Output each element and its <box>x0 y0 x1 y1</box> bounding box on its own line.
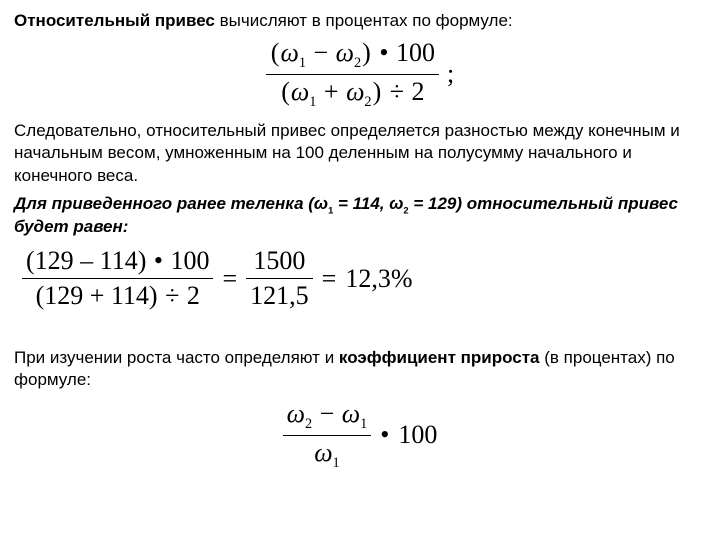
para-explanation: Следовательно, относительный привес опре… <box>14 120 706 186</box>
para-formula-intro: Относительный привес вычисляют в процент… <box>14 10 706 32</box>
para-example-intro: Для приведенного ранее теленка (ω1 = 114… <box>14 193 706 239</box>
para-growth-coef: При изучении роста часто определяют и ко… <box>14 347 706 391</box>
term-relative-gain: Относительный привес <box>14 11 215 30</box>
term-growth-coef: коэффициент прироста <box>339 348 540 367</box>
formula-relative-gain: (ω1 − ω2) • 100 (ω1 + ω2) ÷ 2 ; <box>14 38 706 110</box>
formula-example: (129 – 114) • 100 (129 + 114) ÷ 2 = 1500… <box>22 246 706 311</box>
formula-growth-coef: ω2 − ω1 ω1 • 100 <box>14 399 706 471</box>
text: вычисляют в процентах по формуле: <box>215 11 513 30</box>
